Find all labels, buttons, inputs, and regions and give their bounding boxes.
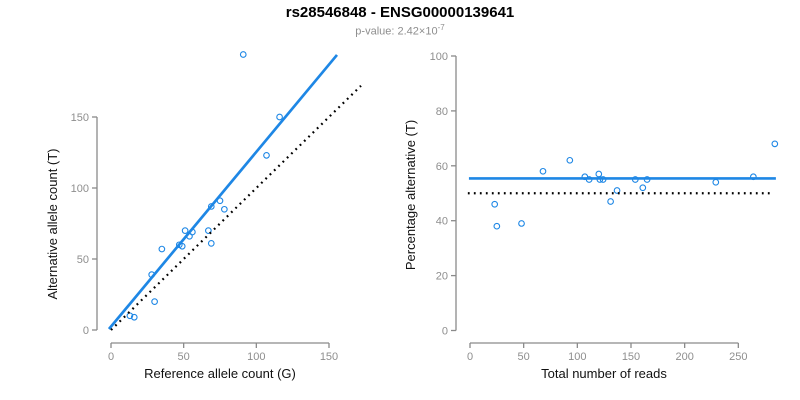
y-tick-label: 40	[436, 216, 448, 228]
regression-line	[107, 54, 339, 330]
y-tick-label: 0	[442, 326, 448, 338]
x-tick-label: 0	[467, 351, 473, 363]
left-y-axis-title: Alternative allele count (T)	[45, 148, 60, 299]
y-tick-label: 150	[71, 112, 89, 124]
data-point	[595, 170, 603, 178]
x-tick-label: 150	[622, 351, 640, 363]
pvalue-label: p-value:	[355, 25, 398, 38]
x-tick-label: 150	[320, 351, 338, 363]
left-x-axis-title: Reference allele count (G)	[144, 366, 296, 381]
data-point	[205, 227, 212, 234]
data-point	[181, 227, 189, 234]
data-point	[712, 178, 720, 186]
right-x-axis-title: Total number of reads	[541, 366, 667, 381]
data-point	[151, 298, 158, 305]
data-point	[566, 156, 574, 164]
y-tick-label: 0	[83, 325, 89, 337]
data-point	[221, 205, 228, 213]
right-scatter-plot: 0 20 40 60 80 100 0 50 100 150 200 250	[430, 51, 779, 363]
identity-line	[110, 84, 362, 331]
data-point	[518, 220, 525, 227]
x-tick-label: 250	[729, 351, 747, 363]
data-point	[613, 187, 621, 194]
x-tick-label: 100	[568, 351, 586, 363]
data-point	[158, 245, 166, 253]
data-point	[276, 113, 283, 121]
data-point	[607, 198, 614, 205]
y-tick-label: 80	[436, 106, 448, 118]
data-point	[539, 167, 547, 175]
left-scatter-plot: 0 50 100 150 0 50 100 150	[71, 51, 362, 363]
x-tick-label: 200	[675, 351, 693, 363]
data-point	[771, 140, 779, 148]
plots-canvas: 0 50 100 150 0 50 100 150 0 20 40 60 80 100 0 50 100 150…	[45, 51, 779, 381]
x-tick-label: 50	[518, 351, 530, 363]
data-point	[263, 151, 270, 159]
x-tick-label: 100	[247, 351, 265, 363]
figure-title: rs28546848 - ENSG00000139641	[285, 4, 515, 21]
data-point	[493, 222, 501, 230]
y-tick-label: 100	[430, 51, 448, 63]
data-point	[491, 200, 499, 208]
data-point	[207, 240, 215, 247]
y-tick-label: 20	[436, 271, 448, 283]
pvalue-mantissa: 2.42×10	[397, 25, 438, 38]
x-tick-label: 0	[108, 351, 114, 363]
y-tick-label: 60	[436, 161, 448, 173]
x-tick-label: 50	[178, 351, 190, 363]
data-point	[639, 184, 647, 192]
pvalue-subtitle: p-value: 2.42×10-7	[0, 21, 800, 39]
data-point	[207, 203, 215, 210]
right-y-axis-title: Percentage alternative (T)	[403, 120, 418, 270]
y-tick-label: 50	[77, 254, 89, 266]
data-point	[239, 51, 247, 58]
data-point	[130, 313, 138, 321]
pvalue-exponent: -7	[437, 23, 445, 32]
y-tick-label: 100	[71, 183, 89, 195]
